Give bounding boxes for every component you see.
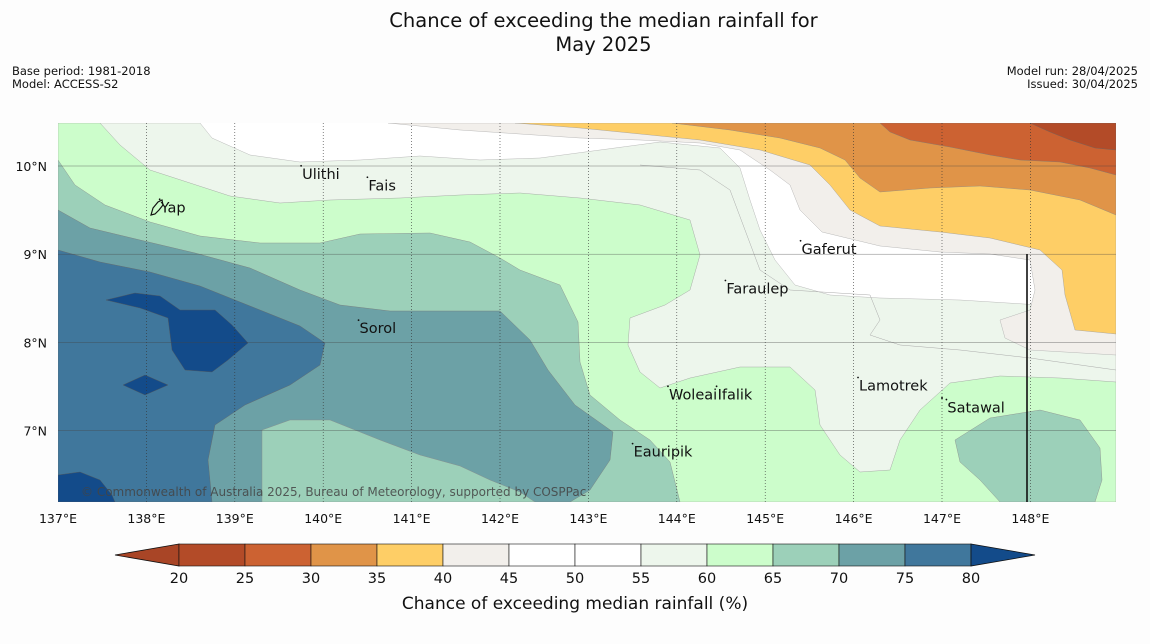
region-75-80 [58, 249, 326, 502]
place-marker [366, 176, 369, 179]
lon-tick-label: 146°E [835, 511, 873, 526]
lat-tick-label: 10°N [15, 159, 47, 174]
colorbar-tick-label: 50 [566, 571, 584, 587]
place-marker [715, 385, 718, 388]
colorbar-segment [904, 543, 972, 567]
colorbar-segment [838, 543, 906, 567]
island-dot [941, 397, 943, 399]
colorbar-tick-label: 25 [236, 571, 254, 587]
colorbar-segment [640, 543, 708, 567]
colorbar-tick-label: 45 [500, 571, 518, 587]
region-20-25 [1029, 123, 1116, 151]
lon-tick-label: 138°E [127, 511, 165, 526]
place-label: Gaferut [802, 242, 857, 258]
region-25-30 [879, 123, 1116, 176]
lon-tick-label: 143°E [569, 511, 607, 526]
colorbar-segment [706, 543, 774, 567]
lon-tick-label: 147°E [923, 511, 961, 526]
colorbar-tick-label: 30 [302, 571, 320, 587]
lon-tick-labels: 137°E 138°E 139°E 140°E 141°E 142°E 143°E 144°E… [39, 511, 1050, 526]
lat-tick-labels: 10°N 9°N 8°N 7°N [15, 159, 47, 439]
lon-tick-label: 142°E [481, 511, 519, 526]
lat-tick-label: 7°N [23, 424, 47, 439]
yap-island-outline [150, 199, 164, 216]
lon-tick-label: 140°E [304, 511, 342, 526]
place-label: Satawal [947, 401, 1004, 417]
lon-tick-label: 144°E [658, 511, 696, 526]
place-labels: Ulithi Fais Yap Gaferut Faraulep Sorol Lamotre… [158, 164, 1005, 461]
gridlines [58, 123, 1116, 502]
place-label: Faraulep [726, 281, 788, 297]
colorbar-tick-label: 65 [764, 571, 782, 587]
place-marker [799, 239, 802, 242]
base-period-text: Base period: 1981-2018 [12, 64, 151, 78]
contour-fills [58, 123, 1116, 502]
place-label: Sorol [360, 321, 397, 337]
map-title-line2: May 2025 [555, 33, 652, 56]
colorbar-segment [310, 543, 378, 567]
colorbar-segment [772, 543, 840, 567]
copyright-text: © Commonwealth of Australia 2025, Bureau… [81, 485, 586, 499]
colorbar-segment [574, 543, 642, 567]
colorbar-extend-low [114, 543, 180, 567]
region-65-70-inner [261, 419, 536, 502]
place-label: Woleai [669, 387, 717, 403]
meta-right: Model run: 28/04/2025 Issued: 30/04/2025 [1007, 65, 1138, 91]
region-65-70-satawal [954, 409, 1103, 502]
place-label: Fais [368, 178, 395, 194]
place-label: Ifalik [718, 387, 753, 403]
lat-tick-label: 8°N [23, 335, 47, 350]
issued-text: Issued: 30/04/2025 [1027, 77, 1138, 91]
place-label: Ulithi [302, 167, 340, 183]
place-marker [300, 164, 302, 167]
lon-tick-label: 137°E [39, 511, 77, 526]
colorbar-tick-labels: 20 25 30 35 40 45 50 55 60 65 70 75 80 [170, 571, 980, 587]
place-marker [667, 385, 669, 388]
region-above-80-b [122, 374, 169, 396]
place-label: Eauripik [634, 445, 693, 461]
place-marker [945, 398, 948, 401]
colorbar-tick-label: 20 [170, 571, 188, 587]
colorbar-segment [244, 543, 312, 567]
lat-tick-label: 9°N [23, 247, 47, 262]
meta-left: Base period: 1981-2018 Model: ACCESS-S2 [12, 65, 151, 91]
colorbar-tick-label: 35 [368, 571, 386, 587]
lon-tick-label: 141°E [393, 511, 431, 526]
place-marker [857, 376, 859, 379]
contour-line-50 [639, 164, 1116, 371]
colorbar-segment [442, 543, 510, 567]
colorbar-extend-high [970, 543, 1036, 567]
model-run-text: Model run: 28/04/2025 [1006, 64, 1138, 78]
colorbar-tick-label: 60 [698, 571, 716, 587]
place-label: Yap [160, 200, 186, 216]
map-title: Chance of exceeding the median rainfall … [0, 9, 1150, 57]
colorbar-tick-label: 80 [962, 571, 980, 587]
colorbar-segment [376, 543, 444, 567]
colorbar-segment [508, 543, 576, 567]
colorbar-tick-label: 40 [434, 571, 452, 587]
colorbar-segment [178, 543, 246, 567]
colorbar-tick-label: 75 [896, 571, 914, 587]
region-above-80-c [58, 471, 116, 502]
region-above-80-a [105, 292, 249, 373]
lon-tick-label: 148°E [1011, 511, 1049, 526]
colorbar-title: Chance of exceeding median rainfall (%) [401, 594, 749, 614]
lon-tick-label: 145°E [746, 511, 784, 526]
place-marker [158, 198, 161, 201]
lon-tick-label: 139°E [216, 511, 254, 526]
place-label: Lamotrek [859, 379, 928, 395]
colorbar-tick-label: 55 [632, 571, 650, 587]
place-marker [631, 442, 634, 445]
model-text: Model: ACCESS-S2 [12, 77, 119, 91]
colorbar-tick-label: 70 [830, 571, 848, 587]
colorbar [114, 543, 1036, 567]
place-marker [724, 279, 727, 282]
place-marker [357, 319, 360, 322]
map-title-line1: Chance of exceeding the median rainfall … [389, 9, 818, 32]
